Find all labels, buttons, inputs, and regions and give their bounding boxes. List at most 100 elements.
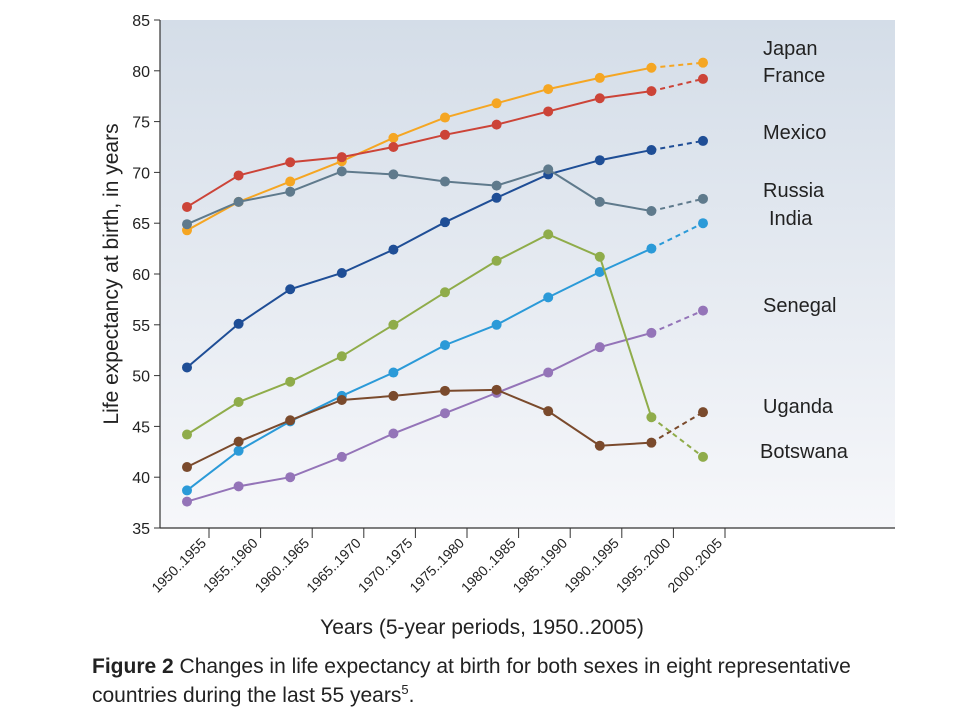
- series-projection-uganda: [650, 411, 704, 444]
- data-point-mexico: [336, 267, 347, 278]
- life-expectancy-chart: 35 40 45 50 55 60 65 70 75 80 85 1950..19551955..19…: [100, 13, 895, 639]
- data-point-russia: [491, 180, 502, 191]
- data-point-india: [388, 367, 399, 378]
- data-point-mexico: [182, 362, 192, 373]
- data-point-mexico: [594, 155, 605, 166]
- data-point-botswana: [440, 287, 450, 298]
- data-point-botswana: [543, 229, 554, 240]
- series-line-france: [186, 90, 652, 208]
- x-tick-label: 1965..1970: [303, 535, 364, 596]
- data-point-uganda: [594, 440, 605, 451]
- data-point-france: [440, 129, 450, 140]
- data-point-japan: [285, 176, 296, 187]
- data-point-india: [233, 445, 244, 456]
- series-label-russia: Russia: [763, 180, 825, 202]
- data-point-mexico: [233, 318, 244, 329]
- series-label-mexico: Mexico: [763, 122, 826, 144]
- x-tick-label: 1990..1995: [561, 535, 622, 596]
- data-point-senegal: [543, 367, 554, 378]
- y-tick-label: 70: [132, 165, 150, 182]
- series-projection-botswana: [650, 416, 704, 458]
- data-point-india: [543, 292, 554, 303]
- data-point-japan: [698, 57, 708, 68]
- data-point-mexico: [285, 284, 296, 295]
- series-line-uganda: [186, 388, 652, 468]
- data-point-japan: [543, 84, 554, 95]
- data-point-senegal: [233, 481, 244, 492]
- figure-caption: Figure 2 Changes in life expectancy at b…: [92, 652, 912, 710]
- series-projection-senegal: [651, 309, 704, 334]
- x-tick-label: 2000..2005: [664, 535, 725, 596]
- data-point-uganda: [336, 394, 347, 405]
- data-point-uganda: [285, 415, 296, 426]
- y-tick-label: 60: [132, 267, 150, 284]
- data-point-mexico: [698, 135, 708, 146]
- data-point-russia: [698, 193, 708, 204]
- x-axis-label: Years (5-year periods, 1950..2005): [320, 616, 644, 639]
- y-axis-label: Life expectancy at birth, in years: [100, 123, 123, 424]
- series-label-france: France: [763, 65, 825, 87]
- data-point-uganda: [543, 406, 554, 417]
- data-point-russia: [233, 196, 244, 207]
- data-point-botswana: [491, 255, 502, 266]
- data-point-japan: [388, 132, 399, 143]
- x-tick-label: 1980..1985: [458, 535, 519, 596]
- data-point-india: [491, 319, 502, 330]
- caption-end: .: [408, 684, 415, 707]
- data-point-botswana: [182, 429, 192, 440]
- data-point-france: [388, 142, 399, 152]
- data-point-botswana: [646, 412, 657, 423]
- y-tick-label: 65: [132, 216, 150, 233]
- data-point-botswana: [285, 376, 296, 387]
- x-tick-label: 1975..1980: [406, 535, 467, 596]
- data-point-russia: [336, 166, 347, 177]
- data-point-uganda: [233, 436, 244, 447]
- data-point-uganda: [440, 385, 450, 396]
- series-line-senegal: [186, 331, 652, 503]
- data-point-india: [698, 218, 708, 229]
- series-label-india: India: [769, 208, 813, 230]
- series-projection-india: [650, 222, 704, 250]
- series-label-japan: Japan: [763, 38, 818, 60]
- data-point-france: [336, 152, 347, 163]
- y-tick-label: 45: [132, 419, 150, 436]
- data-point-mexico: [388, 244, 399, 255]
- series-line-mexico: [186, 149, 652, 369]
- series-label-senegal: Senegal: [763, 295, 836, 317]
- data-point-russia: [440, 176, 450, 187]
- caption-ref: 5: [401, 682, 409, 697]
- data-point-france: [698, 73, 708, 84]
- data-point-russia: [285, 186, 296, 197]
- data-point-france: [182, 201, 192, 212]
- data-point-japan: [646, 62, 657, 73]
- data-point-india: [594, 266, 605, 277]
- data-point-senegal: [440, 408, 450, 419]
- y-tick-label: 75: [132, 115, 150, 132]
- data-point-india: [182, 485, 192, 496]
- plot-background: [160, 20, 895, 528]
- data-point-france: [646, 86, 657, 97]
- data-point-senegal: [336, 451, 347, 462]
- data-point-india: [440, 340, 450, 351]
- data-point-uganda: [698, 407, 708, 418]
- data-point-botswana: [388, 319, 399, 330]
- data-point-botswana: [698, 451, 708, 462]
- data-point-india: [646, 243, 657, 254]
- x-tick-label: 1970..1975: [355, 535, 416, 596]
- data-point-senegal: [388, 428, 399, 439]
- data-point-france: [491, 119, 502, 130]
- series-line-botswana: [186, 233, 653, 436]
- x-tick-label: 1985..1990: [509, 535, 570, 596]
- x-tick-label: 1955..1960: [200, 535, 261, 596]
- data-point-france: [543, 106, 554, 117]
- data-point-russia: [646, 206, 657, 217]
- x-tick-label: 1995..2000: [613, 535, 674, 596]
- data-point-russia: [182, 219, 192, 230]
- data-point-france: [285, 157, 296, 168]
- series-label-uganda: Uganda: [763, 396, 834, 418]
- y-tick-label: 85: [132, 13, 150, 30]
- series-line-russia: [186, 168, 652, 226]
- y-tick-label: 55: [132, 318, 150, 335]
- data-point-japan: [491, 98, 502, 109]
- data-point-mexico: [491, 192, 502, 203]
